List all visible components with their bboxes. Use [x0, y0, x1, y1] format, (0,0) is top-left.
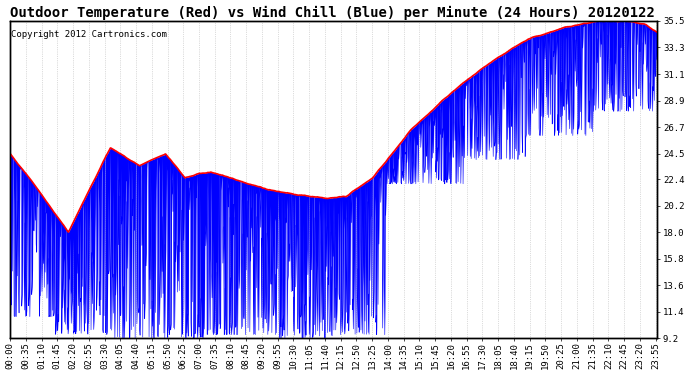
Text: Outdoor Temperature (Red) vs Wind Chill (Blue) per Minute (24 Hours) 20120122: Outdoor Temperature (Red) vs Wind Chill …	[10, 6, 655, 20]
Text: Copyright 2012 Cartronics.com: Copyright 2012 Cartronics.com	[11, 30, 167, 39]
